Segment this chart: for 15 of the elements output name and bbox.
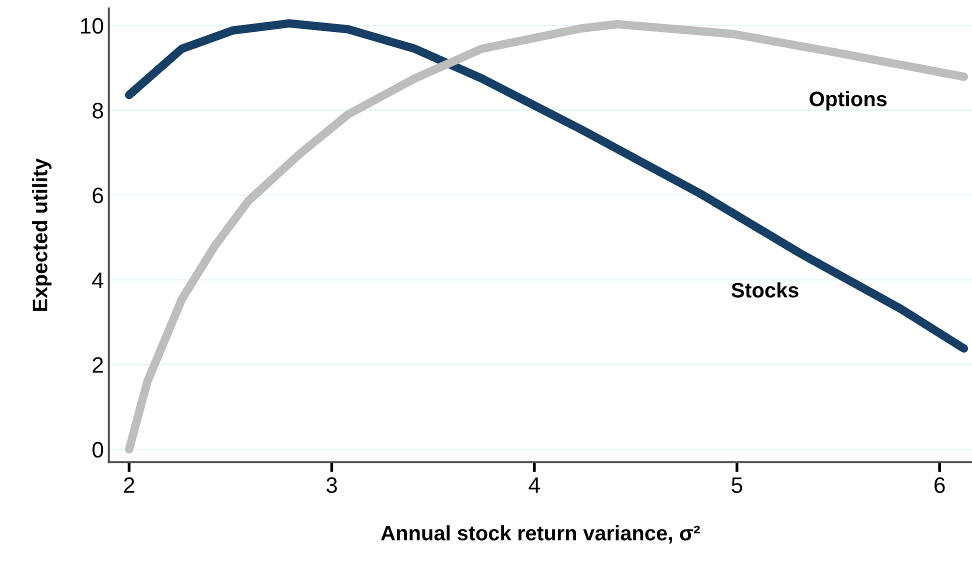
y-tick-label: 2 <box>92 357 103 373</box>
y-tick-label: 8 <box>92 102 104 119</box>
x-tick-label: 6 <box>934 477 945 494</box>
y-tick-label: 4 <box>92 272 104 288</box>
x-tick-label: 2 <box>124 477 134 493</box>
y-tick-label: 10 <box>80 18 104 34</box>
y-tick-label: 0 <box>92 442 104 458</box>
y-axis-title: Expected utility <box>32 158 52 311</box>
x-tick-label: 4 <box>528 478 540 493</box>
x-axis-title: Annual stock return variance, σ² <box>381 525 700 544</box>
x-tick-label: 5 <box>732 478 742 494</box>
series-label: Stocks <box>732 282 798 298</box>
series-label: Options <box>810 91 887 110</box>
x-tick-label: 3 <box>326 477 337 494</box>
y-tick-label: 6 <box>92 188 104 204</box>
